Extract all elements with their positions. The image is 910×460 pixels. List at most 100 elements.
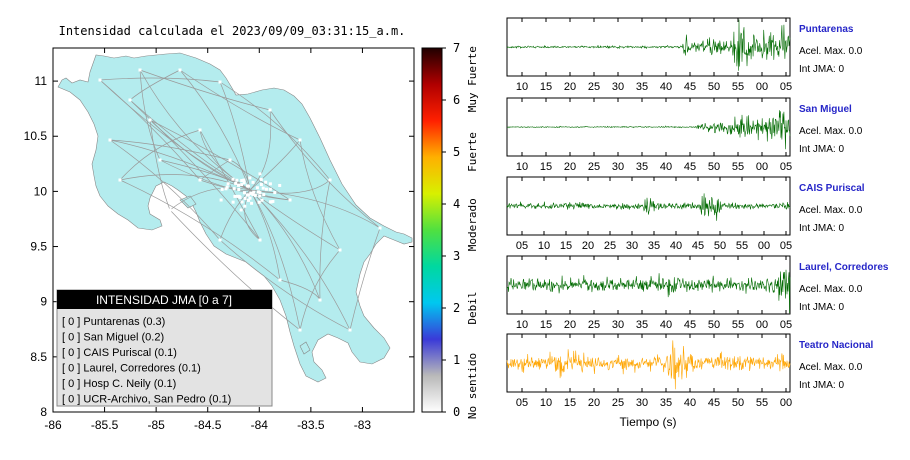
waveform-0-tick-label-0: 10 <box>516 81 528 93</box>
waveform-3-tick-label-5: 35 <box>636 319 648 331</box>
map-y-tick-label-2: 9 <box>40 295 47 309</box>
waveform-3-tick-label-11: 05 <box>780 319 792 331</box>
map-x-tick-label-6: -83 <box>354 418 372 432</box>
map-y-tick-label-4: 10 <box>34 184 48 198</box>
map-x-tick-label-5: -83.5 <box>297 418 325 432</box>
waveform-2-tick-label-8: 45 <box>692 240 704 252</box>
waveform-1-tick-label-5: 35 <box>636 161 648 173</box>
waveform-trace-3 <box>506 269 791 314</box>
road-network <box>99 69 381 331</box>
colorbar-tick-label-7: 7 <box>453 41 460 55</box>
waveform-panel-1: 10 15 20 25 30 35 40 45 50 55 00 05 San Miguel Acel. … <box>506 97 863 173</box>
waveform-3-tick-label-6: 40 <box>660 319 672 331</box>
waveform-2-tick-label-11: 00 <box>758 240 770 252</box>
waveform-0-tick-label-3: 25 <box>588 81 600 93</box>
station-acel-1: Acel. Max. 0.0 <box>799 126 863 137</box>
station-int-4: Int JMA: 0 <box>799 380 844 391</box>
waveform-4-tick-label-10: 55 <box>756 397 768 409</box>
waveform-2-tick-label-0: 05 <box>516 240 528 252</box>
waveform-0-tick-label-1: 15 <box>540 81 552 93</box>
waveform-0-tick-label-5: 35 <box>636 81 648 93</box>
legend-item-3: [ 0 ] Laurel, Corredores (0.1) <box>62 363 201 375</box>
waveform-3-tick-label-4: 30 <box>612 319 624 331</box>
waveform-2-tick-label-3: 20 <box>582 240 594 252</box>
waveform-2-tick-label-9: 50 <box>714 240 726 252</box>
map-x-tick-label-2: -85 <box>147 418 165 432</box>
waveform-1-tick-label-11: 05 <box>780 161 792 173</box>
waveform-3-tick-label-3: 25 <box>588 319 600 331</box>
legend-title: INTENSIDAD JMA [0 a 7] <box>96 293 232 307</box>
colorbar-tick-label-4: 4 <box>453 197 460 211</box>
waveform-1-tick-label-7: 45 <box>684 161 696 173</box>
map-title: Intensidad calculada el 2023/09/09_03:31… <box>59 24 406 38</box>
station-name-1: San Miguel <box>799 104 852 115</box>
waveform-trace-0 <box>506 19 791 71</box>
waveform-1-tick-label-4: 30 <box>612 161 624 173</box>
station-name-3: Laurel, Corredores <box>799 262 889 273</box>
waveform-3-tick-label-1: 15 <box>540 319 552 331</box>
waveform-4-tick-label-1: 10 <box>540 397 552 409</box>
legend-item-5: [ 0 ] UCR-Archivo, San Pedro (0.1) <box>62 394 231 406</box>
waveform-4-tick-label-4: 25 <box>612 397 624 409</box>
waveform-3-tick-label-9: 55 <box>732 319 744 331</box>
map-y-tick-label-6: 11 <box>35 74 48 88</box>
waveform-2-tick-label-12: 05 <box>780 240 792 252</box>
nicoya-gulf-islands <box>179 195 311 355</box>
station-name-0: Puntarenas <box>799 24 854 35</box>
intensity-colorbar: 0 1 2 3 4 5 6 7 No sentido Debil Moderado Fuerte Mu… <box>421 41 479 419</box>
legend-item-0: [ 0 ] Puntarenas (0.3) <box>62 316 165 328</box>
waveform-2-tick-label-4: 25 <box>604 240 616 252</box>
colorbar-class-label-1: Debil <box>466 291 479 324</box>
waveform-0-tick-label-7: 45 <box>684 81 696 93</box>
station-int-1: Int JMA: 0 <box>799 144 844 155</box>
waveform-4-tick-label-0: 05 <box>516 397 528 409</box>
waveform-1-tick-label-8: 50 <box>708 161 720 173</box>
waveform-trace-2 <box>506 193 791 221</box>
colorbar-tick-label-6: 6 <box>453 93 460 107</box>
waveform-4-tick-label-7: 40 <box>684 397 696 409</box>
station-acel-4: Acel. Max. 0.0 <box>799 362 863 373</box>
station-name-4: Teatro Nacional <box>799 340 873 351</box>
colorbar-tick-label-0: 0 <box>453 405 460 419</box>
map-x-tick-label-0: -86 <box>44 418 62 432</box>
waveform-0-tick-label-11: 05 <box>780 81 792 93</box>
map-x-tick-label-1: -85.5 <box>91 418 119 432</box>
colorbar-fill <box>421 47 443 413</box>
waveform-1-tick-label-0: 10 <box>516 161 528 173</box>
station-int-3: Int JMA: 0 <box>799 302 844 313</box>
waveform-3-tick-label-7: 45 <box>684 319 696 331</box>
waveform-1-tick-label-2: 20 <box>564 161 576 173</box>
waveform-1-tick-label-6: 40 <box>660 161 672 173</box>
waveform-panel-2: 05 10 15 20 25 30 35 40 45 50 55 00 05 CAIS Puriscal A… <box>506 176 865 252</box>
waveform-0-tick-label-2: 20 <box>564 81 576 93</box>
map-y-tick-label-3: 9.5 <box>30 240 47 254</box>
colorbar-class-label-2: Moderado <box>466 198 479 251</box>
waveform-0-tick-label-6: 40 <box>660 81 672 93</box>
waveform-4-tick-label-8: 45 <box>708 397 720 409</box>
waveform-4-tick-label-11: 00 <box>780 397 792 409</box>
colorbar-class-label-0: No sentido <box>466 353 479 419</box>
colorbar-class-label-4: Muy Fuerte <box>466 46 479 112</box>
map-x-axis: -86 -85.5 -85 -84.5 -84 -83.5 -83 <box>44 48 371 432</box>
waveform-1-tick-label-10: 00 <box>756 161 768 173</box>
waveform-3-tick-label-8: 50 <box>708 319 720 331</box>
waveform-2-tick-label-1: 10 <box>538 240 550 252</box>
station-int-2: Int JMA: 0 <box>799 223 844 234</box>
waveform-panel-3: 10 15 20 25 30 35 40 45 50 55 00 05 Laurel, Corredor… <box>506 255 889 331</box>
waveform-4-tick-label-6: 35 <box>660 397 672 409</box>
station-acel-0: Acel. Max. 0.0 <box>799 46 863 57</box>
waveform-4-tick-label-2: 15 <box>564 397 576 409</box>
colorbar-tick-label-1: 1 <box>453 353 460 367</box>
waveform-1-tick-label-9: 55 <box>732 161 744 173</box>
waveform-2-tick-label-10: 55 <box>736 240 748 252</box>
waveform-trace-1 <box>507 110 791 150</box>
costa-rica-land <box>57 52 413 383</box>
station-acel-2: Acel. Max. 0.0 <box>799 205 863 216</box>
town-markers <box>98 68 382 332</box>
legend-title-bar <box>57 290 272 309</box>
map-y-tick-label-5: 10.5 <box>24 129 48 143</box>
colorbar-tick-label-3: 3 <box>453 249 460 263</box>
station-name-2: CAIS Puriscal <box>799 183 865 194</box>
waveform-panels: 10 15 20 25 30 35 40 45 50 55 00 05 Puntarenas Acel. … <box>506 17 889 409</box>
